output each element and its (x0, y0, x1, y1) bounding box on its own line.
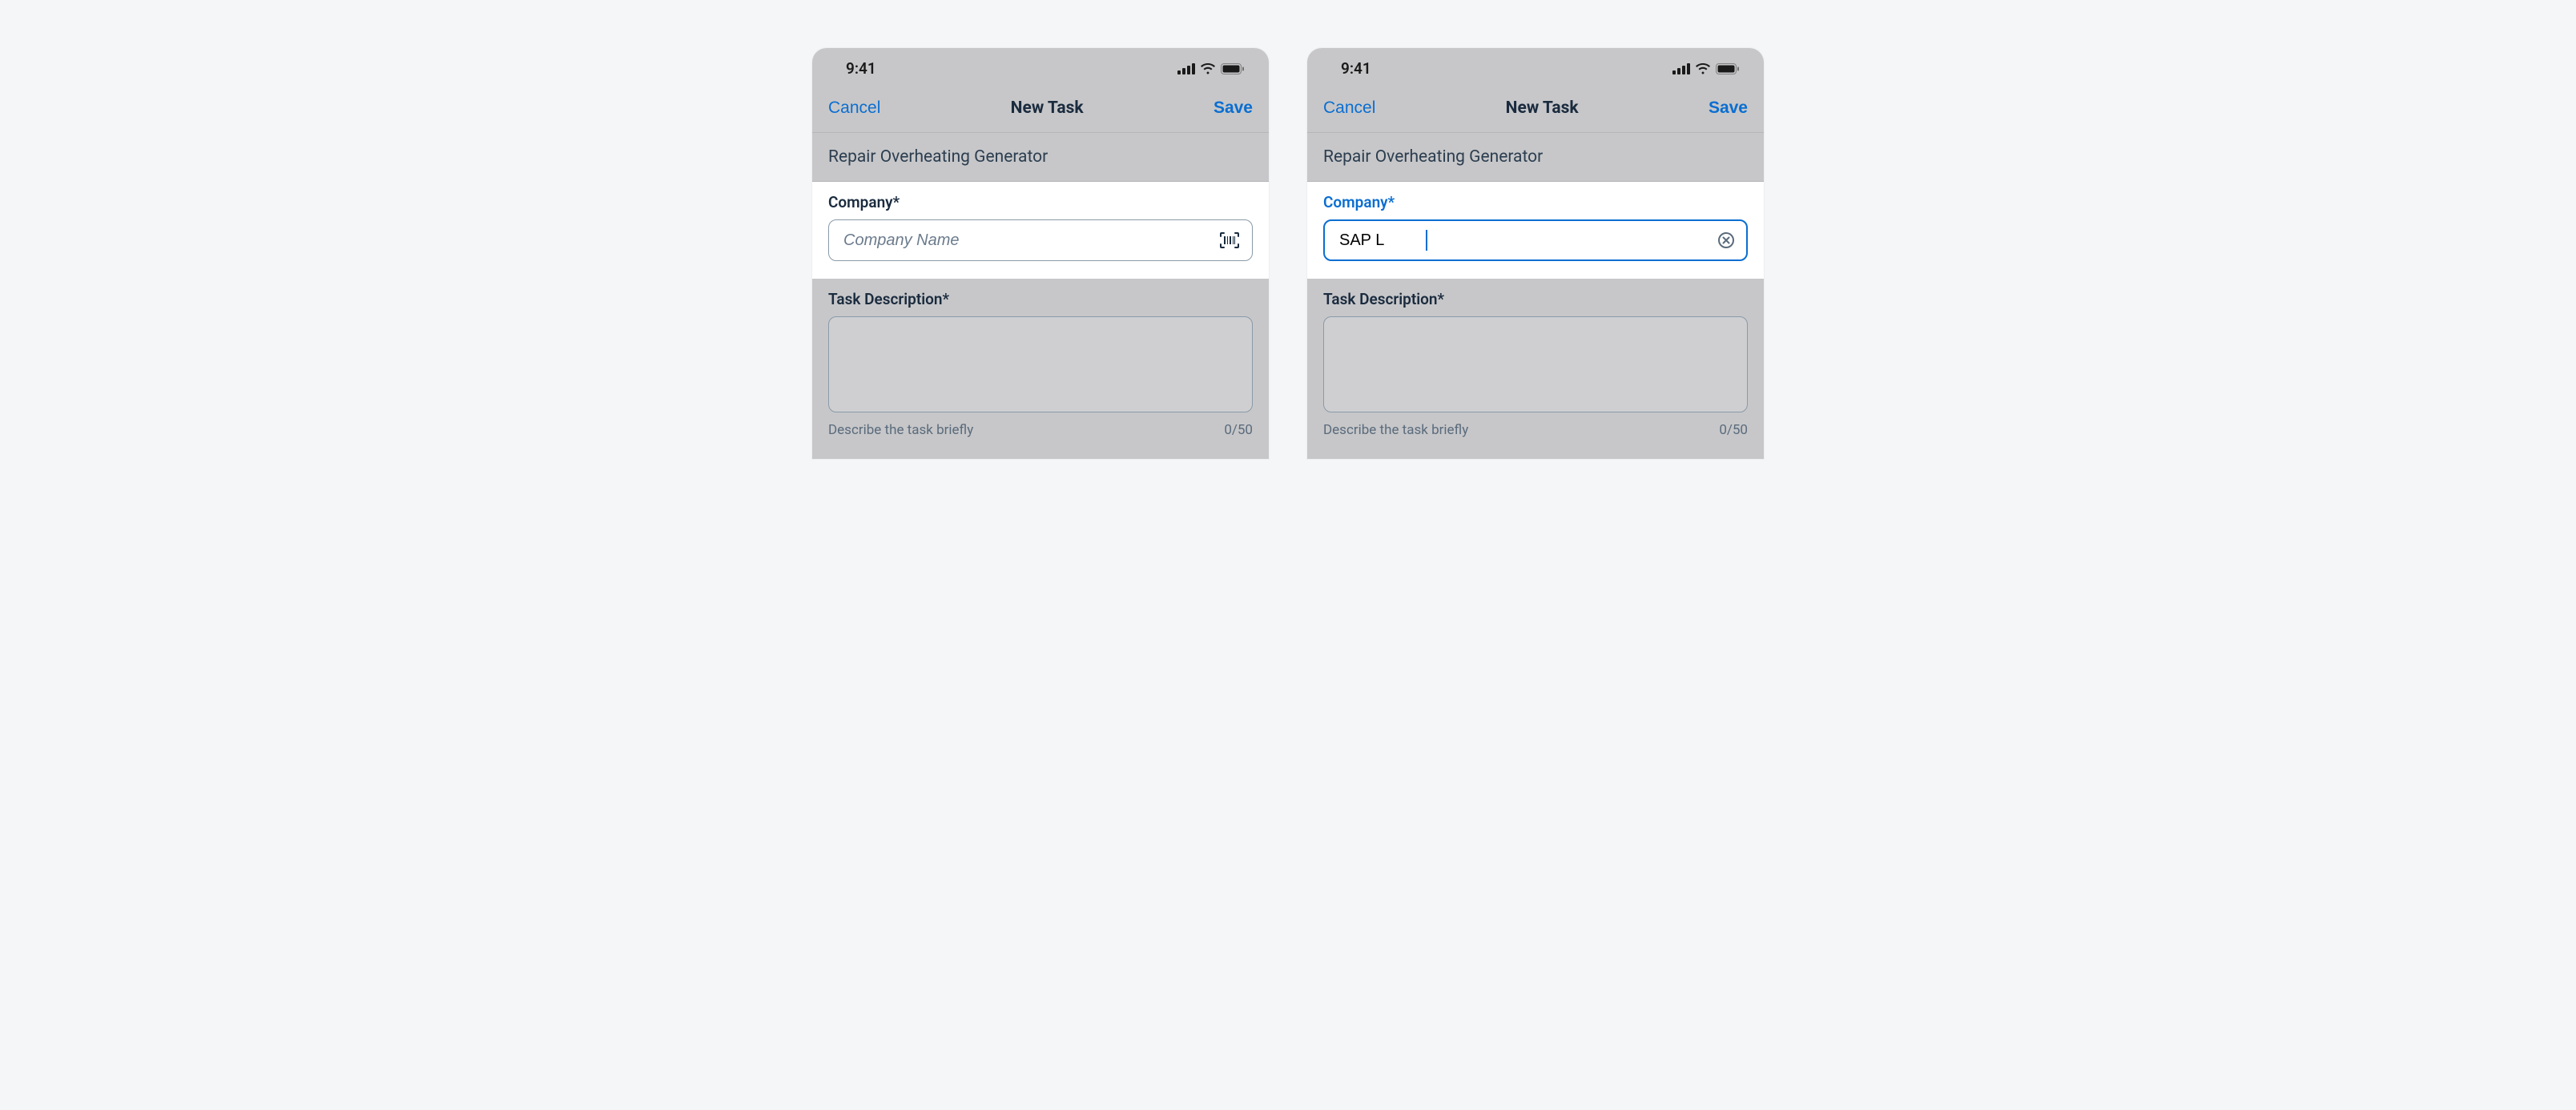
bottom-spacer (1307, 449, 1764, 459)
company-input-wrap (828, 219, 1253, 261)
battery-icon (1716, 63, 1740, 74)
description-field-block: Task Description* Describe the task brie… (1307, 279, 1764, 449)
company-field-block: Company* (1307, 182, 1764, 279)
battery-icon (1221, 63, 1245, 74)
description-helper: Describe the task briefly (1323, 422, 1468, 438)
description-textarea[interactable] (828, 316, 1253, 412)
description-counter: 0/50 (1719, 422, 1748, 438)
bottom-spacer (812, 449, 1269, 459)
description-helper-row: Describe the task briefly 0/50 (828, 422, 1253, 438)
company-field-block: Company* (812, 182, 1269, 279)
company-label: Company* (828, 193, 1253, 211)
description-label: Task Description* (828, 290, 1253, 308)
nav-bar: Cancel New Task Save (1307, 82, 1764, 133)
cancel-button[interactable]: Cancel (1323, 99, 1375, 118)
company-input[interactable] (1323, 219, 1748, 261)
status-time: 9:41 (1341, 59, 1371, 78)
text-cursor (1426, 230, 1427, 251)
status-icons (1177, 63, 1245, 74)
phone-mock-right: 9:41 Cancel New Task Save Repair Overhea… (1307, 48, 1764, 459)
company-input[interactable] (828, 219, 1253, 261)
wifi-icon (1695, 63, 1711, 74)
save-button[interactable]: Save (1214, 99, 1253, 118)
section-title: Repair Overheating Generator (1307, 133, 1764, 182)
barcode-scan-icon[interactable] (1219, 231, 1240, 249)
description-counter: 0/50 (1224, 422, 1253, 438)
status-bar: 9:41 (812, 48, 1269, 82)
company-input-wrap (1323, 219, 1748, 261)
clear-input-icon[interactable] (1717, 231, 1735, 249)
cellular-icon (1672, 63, 1690, 74)
description-label: Task Description* (1323, 290, 1748, 308)
status-bar: 9:41 (1307, 48, 1764, 82)
cancel-button[interactable]: Cancel (828, 99, 880, 118)
description-helper: Describe the task briefly (828, 422, 973, 438)
cellular-icon (1177, 63, 1195, 74)
status-icons (1672, 63, 1740, 74)
status-time: 9:41 (846, 59, 876, 78)
nav-title: New Task (1011, 99, 1084, 118)
description-helper-row: Describe the task briefly 0/50 (1323, 422, 1748, 438)
description-textarea[interactable] (1323, 316, 1748, 412)
nav-title: New Task (1506, 99, 1579, 118)
wifi-icon (1200, 63, 1216, 74)
section-title: Repair Overheating Generator (812, 133, 1269, 182)
phone-mock-left: 9:41 Cancel New Task Save Repair Overhea… (812, 48, 1269, 459)
description-field-block: Task Description* Describe the task brie… (812, 279, 1269, 449)
nav-bar: Cancel New Task Save (812, 82, 1269, 133)
save-button[interactable]: Save (1709, 99, 1748, 118)
company-label: Company* (1323, 193, 1748, 211)
